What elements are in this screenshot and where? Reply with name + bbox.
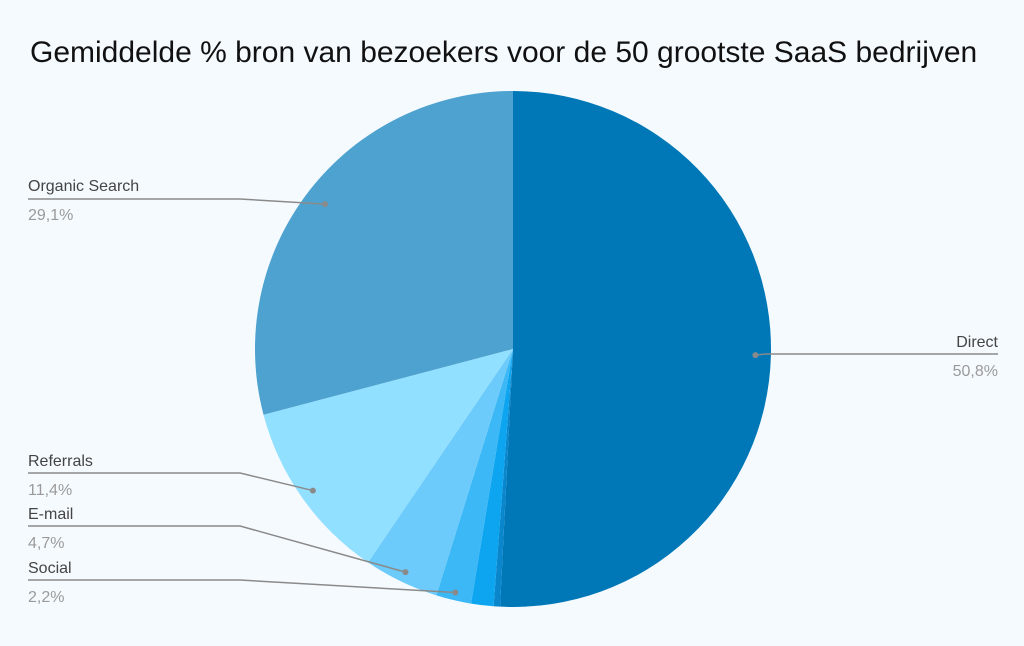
pie-slice-unlabeled-2	[471, 349, 513, 607]
pie-slice-referrals	[263, 349, 513, 563]
slice-value-direct: 50,8%	[953, 363, 998, 380]
leader-line-organic-search	[28, 198, 326, 205]
slice-label-organic-search: Organic Search	[28, 178, 139, 195]
leader-dot-organic-search	[321, 201, 328, 208]
slice-value-e-mail: 4,7%	[28, 535, 64, 552]
pie-slices	[254, 91, 771, 607]
leader-line-referrals	[28, 472, 314, 492]
leader-dot-direct	[752, 352, 759, 359]
leader-dot-e-mail	[402, 569, 409, 576]
slice-label-referrals: Referrals	[28, 453, 93, 470]
slice-label-social: Social	[28, 560, 72, 577]
slice-value-organic-search: 29,1%	[28, 207, 73, 224]
leader-line-social	[28, 579, 456, 594]
pie-slice-e-mail	[367, 349, 513, 596]
leader-line-direct	[755, 353, 998, 356]
leader-dot-social	[452, 589, 459, 596]
slice-labels: Direct 50,8% Social 2,2% E-mail 4,7% Referrals…	[28, 178, 999, 606]
pie-slice-social	[436, 349, 513, 604]
pie-slice-organic-search	[254, 91, 513, 415]
slice-value-referrals: 11,4%	[28, 482, 72, 499]
slice-label-e-mail: E-mail	[28, 506, 73, 523]
leader-dot-referrals	[309, 487, 316, 494]
slice-label-direct: Direct	[956, 334, 998, 351]
slice-value-social: 2,2%	[28, 589, 64, 606]
pie-slice-direct	[500, 91, 771, 607]
leader-line-e-mail	[28, 525, 406, 573]
chart-title: Gemiddelde % bron van bezoekers voor de …	[30, 36, 977, 69]
leader-lines	[28, 198, 998, 596]
pie-slice-unlabeled-1	[493, 349, 513, 607]
